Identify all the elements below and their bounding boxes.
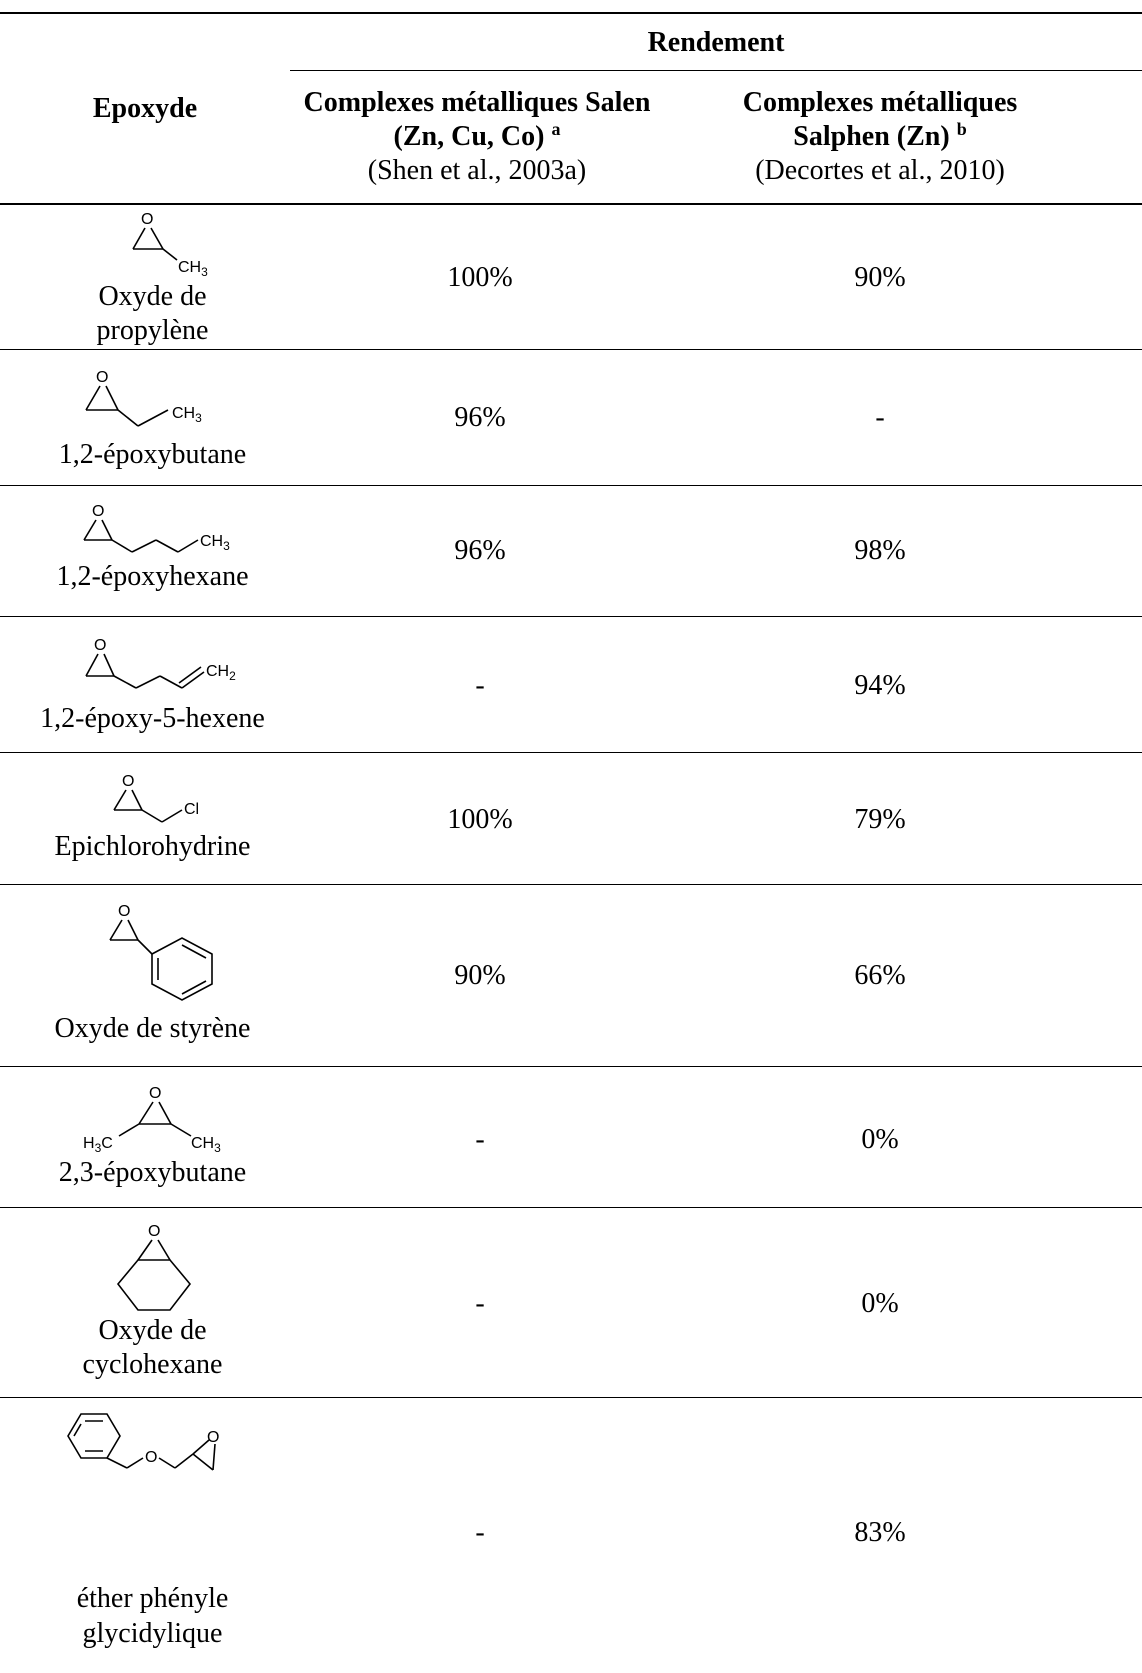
atom-ch2: CH2 <box>206 663 236 683</box>
atom-o: O <box>207 1429 219 1446</box>
salphen-yield: 90% <box>854 262 906 293</box>
row-divider <box>0 616 1142 617</box>
epichlorohydrin-structure: O Cl <box>0 764 305 826</box>
atom-o: O <box>122 773 134 790</box>
epoxide-name-line: Oxyde de <box>98 1315 207 1346</box>
atom-ch3: CH3 <box>172 405 202 425</box>
epoxide-name-line: glycidylique <box>82 1618 223 1649</box>
epoxide-name-line: Oxyde de <box>98 281 207 312</box>
salphen-yield: 83% <box>854 1517 906 1548</box>
footnote-b: b <box>956 119 967 139</box>
atom-cl: Cl <box>184 801 199 818</box>
salen-yield: - <box>475 1124 485 1155</box>
salphen-yield: 0% <box>861 1124 899 1155</box>
epoxyde-header: Epoxyde <box>92 93 198 124</box>
row-divider <box>0 349 1142 350</box>
salphen-title-line2: Salphen (Zn) b <box>690 120 1070 154</box>
salen-metals: (Zn, Cu, Co) <box>393 121 545 152</box>
atom-o: O <box>145 1449 157 1466</box>
salphen-reference: (Decortes et al., 2010) <box>755 155 1005 186</box>
atom-o: O <box>96 369 108 386</box>
styrene-oxide-structure: O <box>0 896 305 1004</box>
row-divider <box>0 884 1142 885</box>
salphen-metal: Salphen (Zn) <box>793 121 950 152</box>
atom-ch3: CH3 <box>178 259 208 279</box>
epoxide-name-line: 1,2-époxyhexane <box>56 561 249 592</box>
salphen-column-header: Complexes métalliques Salphen (Zn) b (De… <box>690 86 1070 188</box>
salen-yield: - <box>475 1288 485 1319</box>
rendement-underline <box>290 70 1142 71</box>
salphen-yield: 66% <box>854 960 906 991</box>
row-divider <box>0 1397 1142 1398</box>
salen-yield: 100% <box>447 262 513 293</box>
epoxide-name-line: 1,2-époxy-5-hexene <box>40 703 265 734</box>
salen-column-header: Complexes métalliques Salen (Zn, Cu, Co)… <box>290 86 664 188</box>
epoxide-name-line: 2,3-époxybutane <box>58 1157 247 1188</box>
row-divider <box>0 485 1142 486</box>
row-divider <box>0 752 1142 753</box>
salphen-yield: 94% <box>854 670 906 701</box>
propylene-oxide-structure: O CH3 <box>0 204 305 280</box>
phenyl-glycidyl-ether-structure: O O <box>0 1404 305 1484</box>
row-divider <box>0 1066 1142 1067</box>
atom-o: O <box>94 637 106 654</box>
epoxybutane-structure: O CH3 <box>0 358 305 440</box>
atom-o: O <box>149 1085 161 1102</box>
footnote-a: a <box>551 119 561 139</box>
epoxide-name-line: Oxyde de styrène <box>54 1013 251 1044</box>
salen-yield: 90% <box>454 960 506 991</box>
epoxide-name-line: éther phényle <box>76 1583 229 1614</box>
epoxybutane-23-structure: O H3C CH3 <box>0 1076 305 1156</box>
atom-o: O <box>118 903 130 920</box>
salen-yield: - <box>475 670 485 701</box>
salen-title-line1: Complexes métalliques Salen <box>303 87 651 118</box>
epoxyhexane-structure: O CH3 <box>0 494 305 554</box>
header-bottom-rule <box>0 203 1142 205</box>
salen-yield: 96% <box>454 402 506 433</box>
atom-o: O <box>148 1223 160 1240</box>
epoxyhexene-structure: O CH2 <box>0 626 305 692</box>
atom-h3c: H3C <box>83 1135 113 1155</box>
salen-yield: - <box>475 1517 485 1548</box>
salphen-yield: - <box>875 402 885 433</box>
salen-yield: 100% <box>447 804 513 835</box>
epoxide-name-line: cyclohexane <box>82 1349 223 1380</box>
table-top-rule <box>0 12 1142 14</box>
atom-o: O <box>92 503 104 520</box>
atom-o: O <box>141 211 153 228</box>
salphen-title-line1: Complexes métalliques <box>742 87 1018 118</box>
epoxide-name-line: Epichlorohydrine <box>54 831 251 862</box>
rendement-header: Rendement <box>647 27 785 58</box>
atom-ch3: CH3 <box>200 533 230 553</box>
salen-reference: (Shen et al., 2003a) <box>367 155 587 186</box>
epoxide-name-line: 1,2-époxybutane <box>58 439 247 470</box>
row-divider <box>0 1207 1142 1208</box>
salphen-yield: 98% <box>854 535 906 566</box>
salen-title-line2: (Zn, Cu, Co) a <box>290 120 664 154</box>
salphen-yield: 0% <box>861 1288 899 1319</box>
epoxide-name-line: propylène <box>96 315 209 346</box>
cyclohexene-oxide-structure: O <box>0 1216 305 1316</box>
salen-yield: 96% <box>454 535 506 566</box>
atom-ch3: CH3 <box>191 1135 221 1155</box>
salphen-yield: 79% <box>854 804 906 835</box>
